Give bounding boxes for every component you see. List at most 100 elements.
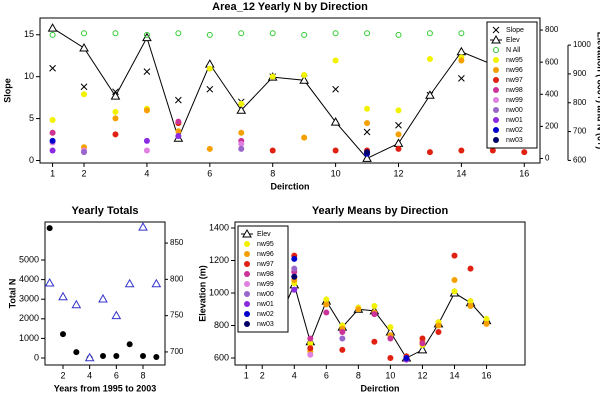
y-tick-label: 3000 xyxy=(19,294,39,304)
point xyxy=(458,30,465,37)
legend-symbol xyxy=(493,117,499,123)
legend-label: nw96 xyxy=(506,67,523,74)
point xyxy=(143,31,150,38)
legend-label: N All xyxy=(506,47,521,54)
y2-tick-label: 1000 xyxy=(573,40,591,49)
x-axis-label: Deirction xyxy=(360,383,399,393)
point xyxy=(81,149,88,156)
y2-tick-label: 850 xyxy=(170,238,184,247)
point xyxy=(60,331,66,338)
x-stroke xyxy=(206,85,214,93)
y2-axis-label: Elevation ( 800+) and N (0+) xyxy=(596,32,600,150)
plot-frame xyxy=(44,221,166,366)
x-stroke xyxy=(49,64,56,72)
legend-symbol xyxy=(242,228,252,238)
y-tick-label: 5 xyxy=(29,113,34,123)
point xyxy=(332,85,339,93)
x-tick-label: 14 xyxy=(456,168,466,178)
point xyxy=(395,145,402,152)
point xyxy=(332,147,339,154)
point xyxy=(49,64,56,72)
point xyxy=(483,316,490,323)
point xyxy=(206,31,213,38)
point xyxy=(451,288,458,295)
point xyxy=(153,354,160,361)
legend-symbol xyxy=(493,77,499,83)
point xyxy=(451,277,458,284)
point xyxy=(299,75,310,84)
point xyxy=(435,322,442,329)
point xyxy=(175,128,182,135)
point xyxy=(79,42,89,52)
point xyxy=(111,310,122,320)
point xyxy=(206,85,214,93)
point xyxy=(301,31,308,38)
x-stroke xyxy=(175,96,182,104)
legend-symbol xyxy=(492,26,500,34)
point xyxy=(49,116,56,123)
y2-tick-label: 800 xyxy=(170,274,184,283)
y-tick-label: 10 xyxy=(24,71,34,81)
legend-label: nw02 xyxy=(506,127,523,134)
point xyxy=(291,255,298,262)
point xyxy=(323,296,330,303)
legend-symbol xyxy=(493,67,499,73)
y3-tick-label: 400 xyxy=(545,89,559,98)
point xyxy=(138,222,148,231)
point xyxy=(269,73,276,80)
y-tick-label: 5000 xyxy=(19,254,39,264)
point xyxy=(458,74,465,82)
point xyxy=(435,329,442,336)
x-tick-label: 12 xyxy=(417,370,427,380)
point xyxy=(238,129,245,136)
point xyxy=(98,293,108,303)
x-tick-label: 1 xyxy=(244,370,249,380)
point xyxy=(332,30,339,37)
point xyxy=(419,340,426,347)
x-tick-label: 8 xyxy=(356,370,361,380)
chart-title: Area_12 Yearly N by Direction xyxy=(212,1,368,13)
x-tick-label: 6 xyxy=(114,370,119,380)
point xyxy=(140,353,146,360)
y2-tick-label: 700 xyxy=(170,347,184,356)
y-tick-label: 1400 xyxy=(209,222,229,232)
point xyxy=(387,335,394,342)
legend-symbol xyxy=(493,107,499,113)
point xyxy=(307,351,314,358)
point xyxy=(49,137,56,144)
point xyxy=(395,31,402,38)
point xyxy=(175,118,182,125)
x-stroke xyxy=(363,128,371,136)
point xyxy=(80,83,88,91)
point xyxy=(393,138,404,147)
point xyxy=(100,353,106,360)
legend-label: nw99 xyxy=(506,97,523,104)
point xyxy=(467,265,474,272)
point xyxy=(364,149,371,156)
legend-symbol xyxy=(244,321,250,327)
point xyxy=(395,121,402,129)
point xyxy=(451,252,458,259)
point xyxy=(143,68,151,75)
point xyxy=(307,335,314,342)
legend-symbol xyxy=(244,271,250,277)
x-stroke xyxy=(143,68,151,75)
point xyxy=(395,131,402,138)
y-axis-label: Total N xyxy=(7,279,17,309)
point xyxy=(403,355,410,362)
x-stroke xyxy=(458,74,465,82)
y3-tick-label: 200 xyxy=(545,121,559,130)
x-tick-label: 4 xyxy=(87,370,92,380)
series-line xyxy=(52,27,525,160)
point xyxy=(301,72,308,79)
chart-title: Yearly Means by Direction xyxy=(312,205,449,217)
point xyxy=(419,335,426,342)
y-axis-label: Elevation (m) xyxy=(197,265,207,322)
y-tick-label: 800 xyxy=(214,320,229,330)
x-tick-label: 8 xyxy=(140,370,145,380)
y-tick-label: 1200 xyxy=(209,255,229,265)
point xyxy=(44,277,55,287)
point xyxy=(301,134,308,141)
legend-symbol xyxy=(493,57,499,63)
point xyxy=(175,133,182,140)
